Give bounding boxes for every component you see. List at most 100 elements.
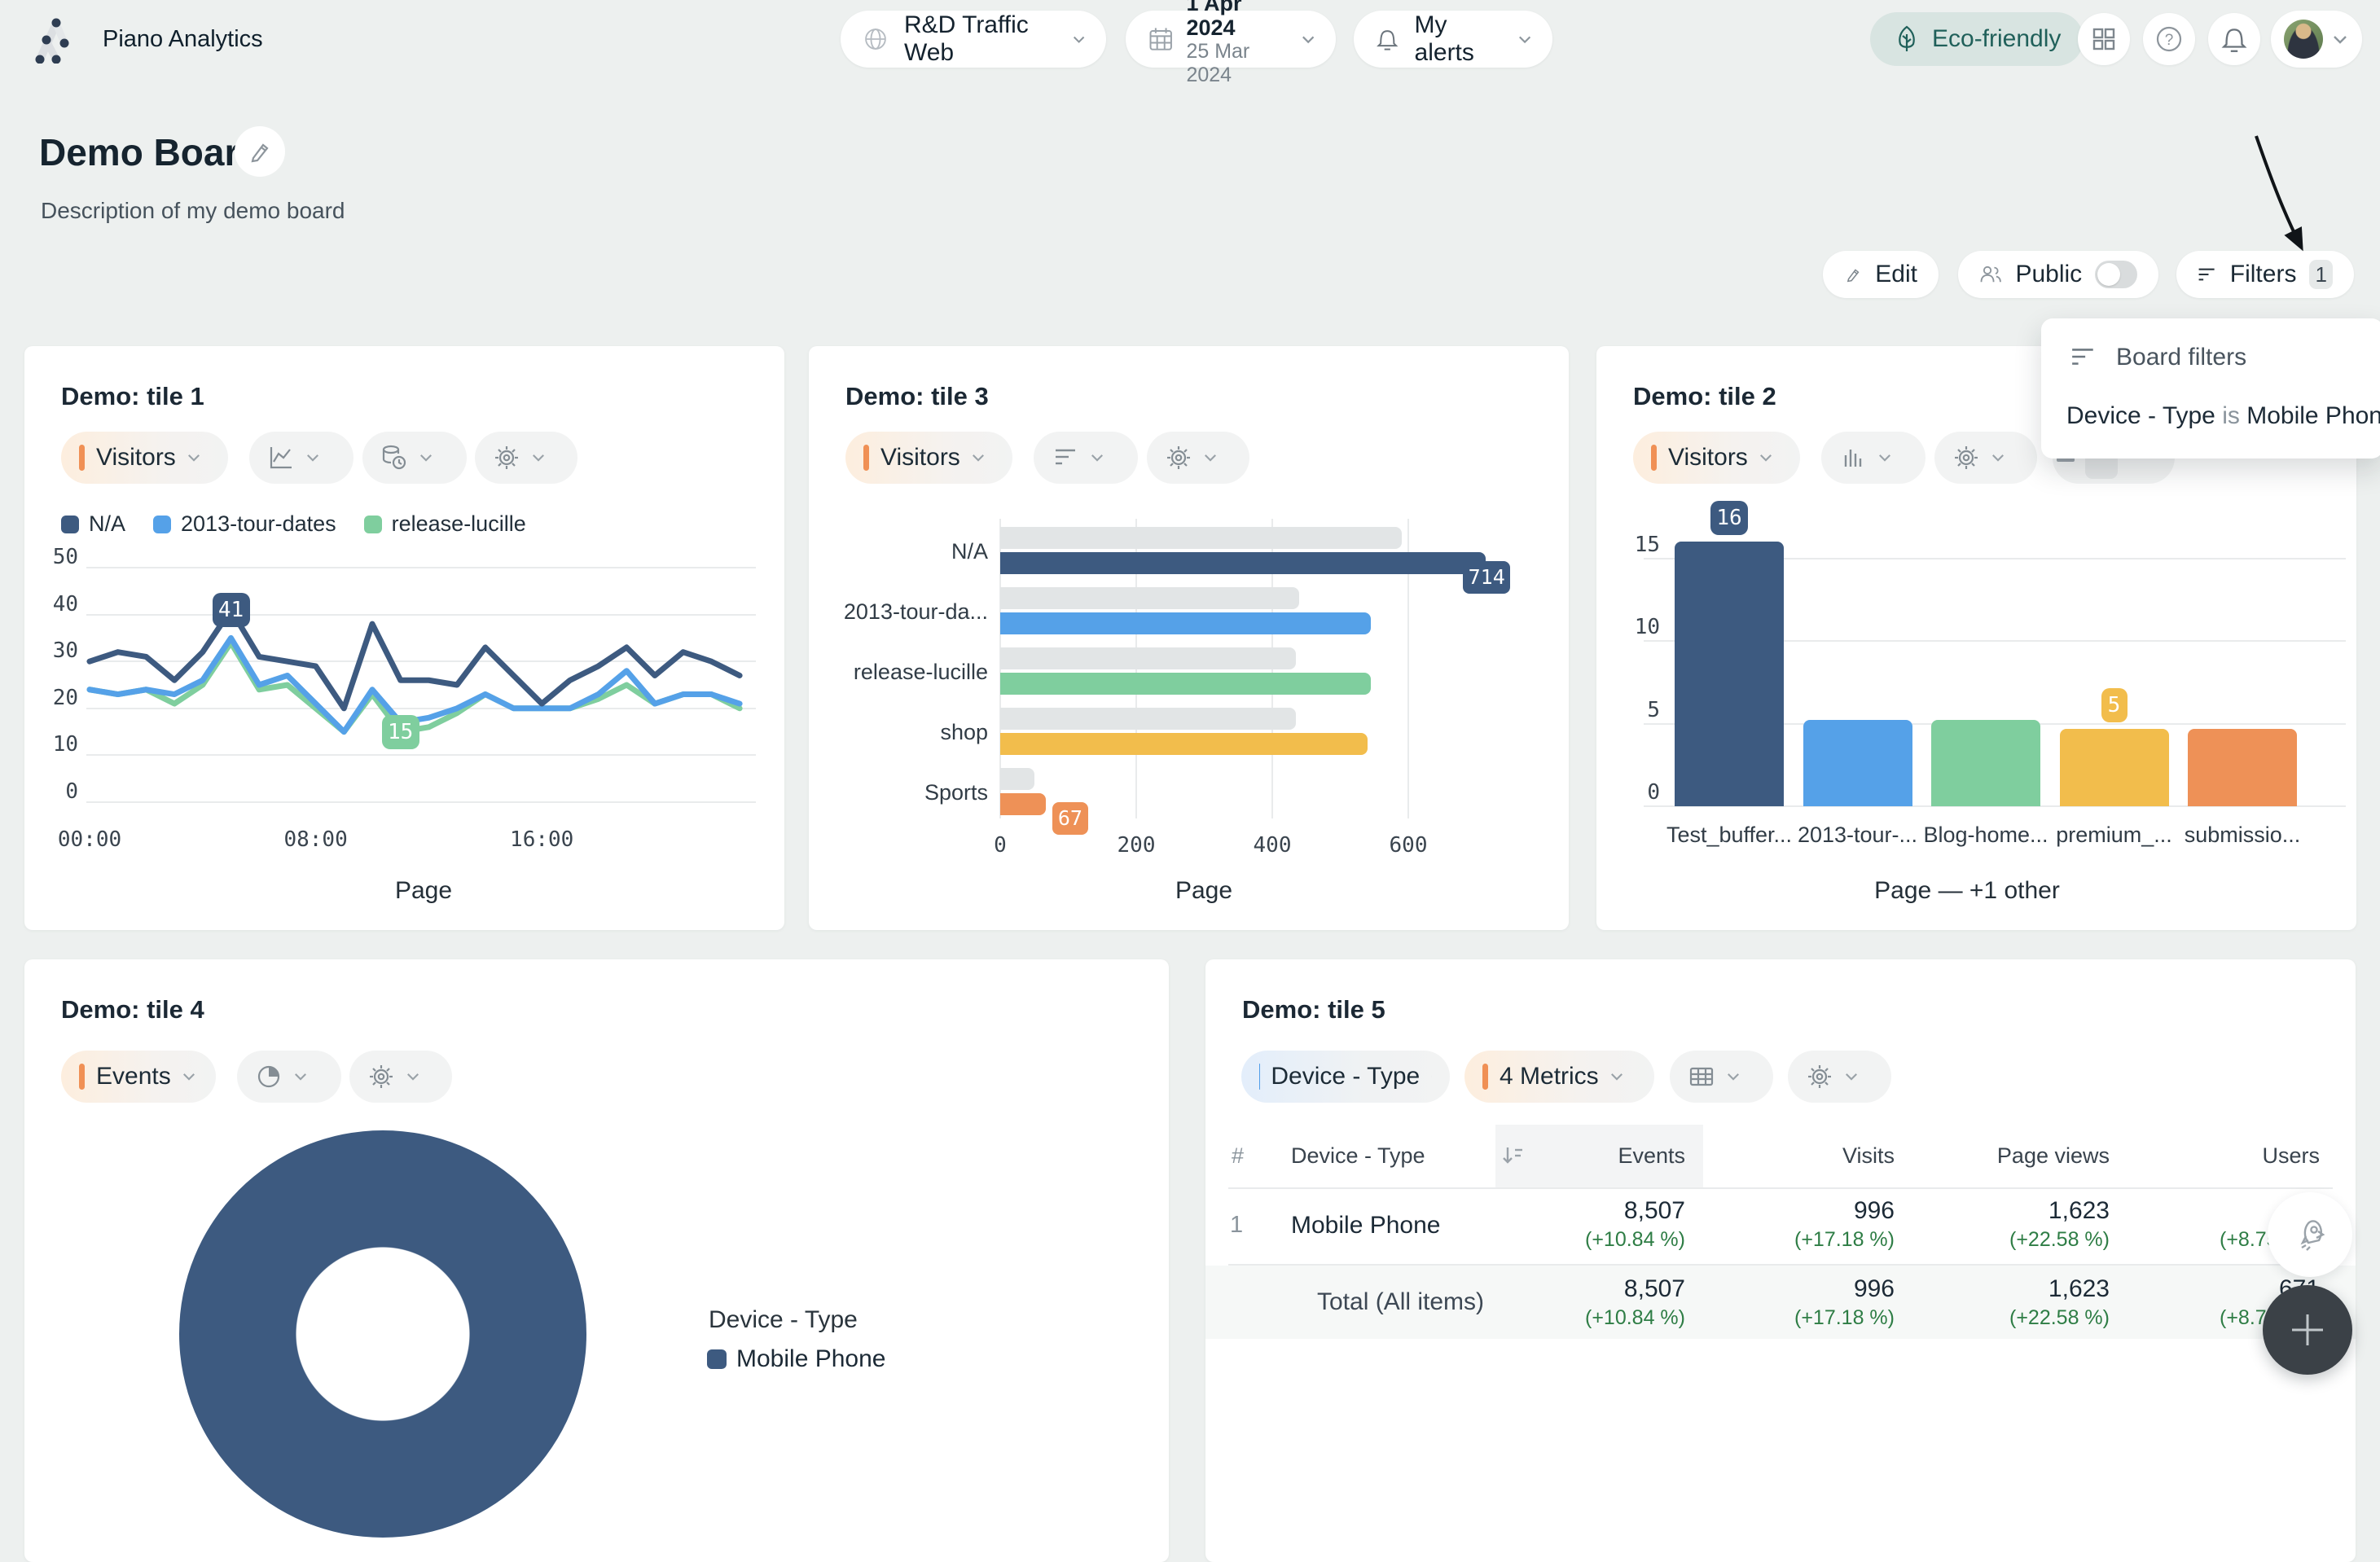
metric-accent <box>79 1064 85 1090</box>
bar-current[interactable] <box>1000 733 1368 755</box>
cell-delta: (+17.18 %) <box>1683 1228 1895 1252</box>
help-button[interactable]: ? <box>2143 13 2195 65</box>
category-label: Blog-home... <box>1917 823 2055 848</box>
total-delta: (+22.58 %) <box>1898 1306 2110 1330</box>
notifications-button[interactable] <box>2208 13 2260 65</box>
public-toggle-group[interactable]: Public <box>1958 251 2158 298</box>
value-badge: 15 <box>382 715 419 749</box>
leaf-icon <box>1893 24 1921 54</box>
pencil-icon <box>247 138 273 165</box>
value-badge: 67 <box>1052 802 1088 835</box>
bar-premium_...[interactable] <box>2060 729 2169 806</box>
bar-Blog-home...[interactable] <box>1931 720 2040 806</box>
cell-value: 996 <box>1683 1197 1895 1225</box>
chevron-down-icon <box>2333 35 2347 44</box>
value-badge: 5 <box>2101 688 2128 722</box>
cell-value: 8,507 <box>1473 1197 1685 1225</box>
globe-icon <box>862 23 889 55</box>
rocket-button[interactable] <box>2268 1192 2352 1277</box>
calendar-icon <box>1147 24 1175 55</box>
date-end: 25 Mar 2024 <box>1186 40 1289 87</box>
grid-icon <box>2091 26 2117 52</box>
site-selector-label: R&D Traffic Web <box>904 11 1058 67</box>
site-selector[interactable]: R&D Traffic Web <box>841 11 1106 68</box>
edit-button[interactable]: Edit <box>1823 251 1939 298</box>
annotation-arrow <box>2236 126 2342 277</box>
tile-title: Demo: tile 4 <box>61 995 204 1025</box>
bar-previous <box>1000 768 1034 790</box>
piano-analytics-logo-icon <box>21 13 72 64</box>
bar-previous <box>1000 587 1299 609</box>
pie-chart-icon <box>255 1063 283 1090</box>
x-axis-title: Page <box>1175 877 1232 905</box>
date-range-selector[interactable]: 1 Apr 2024 25 Mar 2024 <box>1126 11 1336 68</box>
public-toggle[interactable] <box>2095 261 2137 288</box>
x-axis-title: Page — +1 other <box>1874 877 2060 905</box>
edit-title-button[interactable] <box>235 126 285 177</box>
bar-current[interactable] <box>1000 673 1371 695</box>
metric-label: Events <box>96 1063 171 1090</box>
bar-Test_buffer...[interactable] <box>1675 542 1784 806</box>
total-delta: (+17.18 %) <box>1683 1306 1895 1330</box>
y-tick: 10 <box>1596 615 1660 639</box>
bar-submissio...[interactable] <box>2188 729 2297 806</box>
page-title: Demo Board <box>39 130 261 174</box>
tile-demo-5: Demo: tile 5 Device - Type 4 Metrics #De… <box>1205 959 2356 1562</box>
tile-demo-4: Demo: tile 4 Events Device - Type Mobile… <box>24 959 1169 1562</box>
user-menu[interactable] <box>2271 11 2362 68</box>
x-tick: 200 <box>1087 833 1185 858</box>
total-value: 8,507 <box>1473 1275 1685 1303</box>
category-label: 2013-tour-da... <box>825 599 988 625</box>
bar-previous <box>1000 527 1402 549</box>
bar-2013-tour-...[interactable] <box>1803 720 1912 806</box>
value-badge: 16 <box>1710 501 1748 535</box>
add-tile-fab[interactable] <box>2263 1285 2352 1375</box>
x-axis-title: Page <box>395 877 452 905</box>
legend-swatch <box>707 1349 727 1369</box>
filter-operator: is <box>2222 402 2240 429</box>
my-alerts-selector[interactable]: My alerts <box>1354 11 1552 68</box>
bar-previous <box>1000 708 1296 730</box>
bar-current[interactable] <box>1000 552 1486 574</box>
category-label: release-lucille <box>825 660 988 685</box>
column-header-page-views[interactable]: Page views <box>1898 1143 2110 1169</box>
bar-current[interactable] <box>1000 793 1046 815</box>
filter-dimension: Device - Type <box>2066 402 2215 429</box>
column-header-visits[interactable]: Visits <box>1683 1143 1895 1169</box>
metric-selector[interactable]: Events <box>61 1051 216 1103</box>
legend-item[interactable]: Mobile Phone <box>707 1345 885 1373</box>
legend-label: Mobile Phone <box>736 1345 885 1373</box>
eco-friendly-label: Eco-friendly <box>1932 25 2061 53</box>
tile-demo-1: Demo: tile 1 Visitors N/A 2013-tour-date… <box>24 346 784 930</box>
avatar <box>2284 20 2323 59</box>
bar-current[interactable] <box>1000 612 1371 634</box>
chevron-down-icon <box>1518 35 1531 44</box>
total-delta: (+10.84 %) <box>1473 1306 1685 1330</box>
category-label: premium_... <box>2045 823 2184 848</box>
board-filter-rule[interactable]: Device - Type is Mobile Phone <box>2066 402 2380 430</box>
donut-chart <box>179 1130 586 1538</box>
value-badge: 714 <box>1463 561 1510 594</box>
row-label[interactable]: Mobile Phone <box>1291 1212 1440 1240</box>
chevron-down-icon <box>406 1073 419 1081</box>
y-tick: 5 <box>1596 698 1660 722</box>
sort-descending-icon[interactable] <box>1500 1143 1525 1168</box>
chart-type-selector[interactable] <box>237 1051 341 1103</box>
row-index: 1 <box>1230 1212 1254 1239</box>
pencil-icon <box>1844 262 1862 287</box>
cell-value: 1,623 <box>1898 1197 2110 1225</box>
x-tick: 600 <box>1359 833 1457 858</box>
column-header-dimension[interactable]: Device - Type <box>1291 1143 1425 1169</box>
eco-friendly-badge[interactable]: Eco-friendly <box>1870 12 2084 66</box>
settings-selector[interactable] <box>349 1051 452 1103</box>
category-label: 2013-tour-... <box>1789 823 1927 848</box>
column-header-users[interactable]: Users <box>2108 1143 2320 1169</box>
column-header-index: # <box>1232 1143 1244 1169</box>
apps-grid-button[interactable] <box>2078 13 2130 65</box>
y-tick: 15 <box>1596 533 1660 557</box>
x-tick: 00:00 <box>41 827 138 852</box>
value-badge: 41 <box>213 593 250 627</box>
gear-icon <box>367 1063 395 1090</box>
